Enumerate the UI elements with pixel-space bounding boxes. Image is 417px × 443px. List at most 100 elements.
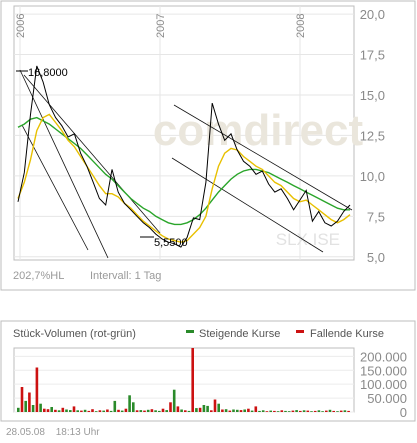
y-tick-label: 15,0	[360, 88, 385, 103]
y-tick-label: 7,5	[367, 209, 385, 224]
watermark-ticker: SLX.ISE	[276, 230, 340, 249]
volume-bar	[318, 410, 321, 412]
volume-bar	[147, 410, 150, 412]
footer-time: 18:13 Uhr	[56, 427, 100, 438]
volume-bar	[277, 411, 280, 412]
volume-bar	[177, 406, 180, 412]
volume-bar	[236, 410, 239, 412]
volume-bar	[314, 411, 317, 412]
y-tick-label: 5,0	[367, 250, 385, 265]
volume-bar	[347, 411, 350, 412]
volume-bar	[221, 410, 224, 413]
y-tick-label: 10,0	[360, 169, 385, 184]
volume-bar	[288, 411, 291, 412]
volume-bar	[251, 411, 254, 412]
volume-bar	[295, 410, 298, 412]
volume-bar	[140, 410, 143, 412]
volume-bar	[102, 411, 105, 412]
footer: 28.05.08 18:13 Uhr	[6, 427, 108, 438]
volume-bar	[329, 410, 332, 412]
legend-rising-label: Steigende Kurse	[199, 328, 280, 340]
volume-bar	[210, 410, 213, 412]
volume-bar	[110, 411, 113, 412]
volume-bar	[80, 411, 83, 412]
volume-bar	[17, 408, 20, 412]
volume-bar	[69, 410, 72, 412]
volume-bar	[95, 411, 98, 412]
volume-bar	[58, 410, 61, 412]
volume-bar	[50, 407, 53, 412]
x-tick-label: 2008	[295, 14, 307, 38]
volume-bar	[117, 410, 120, 412]
footer-date: 28.05.08	[6, 427, 45, 438]
volume-bar	[128, 395, 131, 412]
legend-falling-swatch	[296, 330, 304, 333]
volume-bar	[88, 411, 91, 412]
volume-bar	[169, 402, 172, 412]
volume-y-tick-label: 50.000	[367, 391, 407, 406]
x-tick-label: 2006	[15, 14, 27, 38]
volume-bar	[269, 411, 272, 412]
low-label: 5,5500	[154, 237, 188, 249]
volume-plot-area	[14, 348, 354, 412]
volume-y-tick-label: 0	[400, 405, 407, 420]
volume-bar	[162, 409, 165, 412]
volume-bar	[84, 410, 87, 412]
volume-bar	[303, 410, 306, 412]
volume-bar	[151, 409, 154, 412]
volume-bar	[62, 408, 65, 412]
volume-chart: Stück-Volumen (rot-grün) Steigende Kurse…	[0, 320, 417, 422]
volume-bar	[132, 402, 135, 412]
watermark-logo: comdirect	[153, 106, 364, 155]
volume-bar	[24, 401, 27, 412]
y-tick-label: 12,5	[360, 128, 385, 143]
volume-title: Stück-Volumen (rot-grün)	[13, 328, 136, 340]
volume-bar	[214, 400, 217, 413]
volume-bar	[199, 408, 202, 412]
volume-bar	[188, 411, 191, 412]
volume-bar	[255, 406, 258, 412]
volume-bar	[106, 410, 109, 413]
volume-bar	[225, 409, 228, 412]
volume-bar	[203, 405, 206, 412]
volume-bar	[36, 368, 39, 413]
volume-bar	[217, 404, 220, 412]
volume-bar	[240, 410, 243, 412]
volume-bar	[47, 409, 50, 412]
volume-bar	[99, 410, 102, 412]
y-tick-label: 17,5	[360, 48, 385, 63]
interval-label: Intervall: 1 Tag	[90, 270, 161, 282]
volume-bar	[232, 410, 235, 413]
x-tick-label: 2007	[155, 14, 167, 38]
legend-rising-swatch	[186, 330, 194, 333]
volume-bar	[344, 410, 347, 412]
price-chart: comdirect SLX.ISE 20,0 17,5 15,0 12,5 10,0 7,…	[0, 0, 417, 292]
volume-bar	[91, 409, 94, 412]
volume-bar	[325, 411, 328, 412]
legend-falling-label: Fallende Kurse	[310, 328, 384, 340]
volume-bar	[154, 410, 157, 412]
volume-bar	[273, 411, 276, 412]
volume-y-tick-label: 100.000	[360, 377, 407, 392]
volume-bar	[292, 411, 295, 412]
volume-bar	[258, 411, 261, 412]
volume-bar	[184, 410, 187, 412]
legend-falling: Fallende Kurse	[296, 328, 384, 340]
volume-bar	[136, 410, 139, 412]
volume-bar	[173, 390, 176, 412]
volume-bar	[336, 411, 339, 412]
volume-bar	[266, 411, 269, 412]
volume-bar	[310, 411, 313, 412]
volume-bar	[65, 410, 68, 413]
volume-bar	[284, 411, 287, 412]
volume-bar	[114, 401, 117, 412]
volume-bar	[143, 411, 146, 412]
volume-bar	[206, 406, 209, 412]
volume-bar	[125, 409, 128, 412]
volume-bar	[307, 411, 310, 412]
volume-bar	[121, 411, 124, 412]
volume-bar	[21, 387, 24, 412]
high-label: 16,8000	[28, 67, 68, 79]
volume-bar	[247, 409, 250, 412]
volume-bar	[165, 410, 168, 412]
